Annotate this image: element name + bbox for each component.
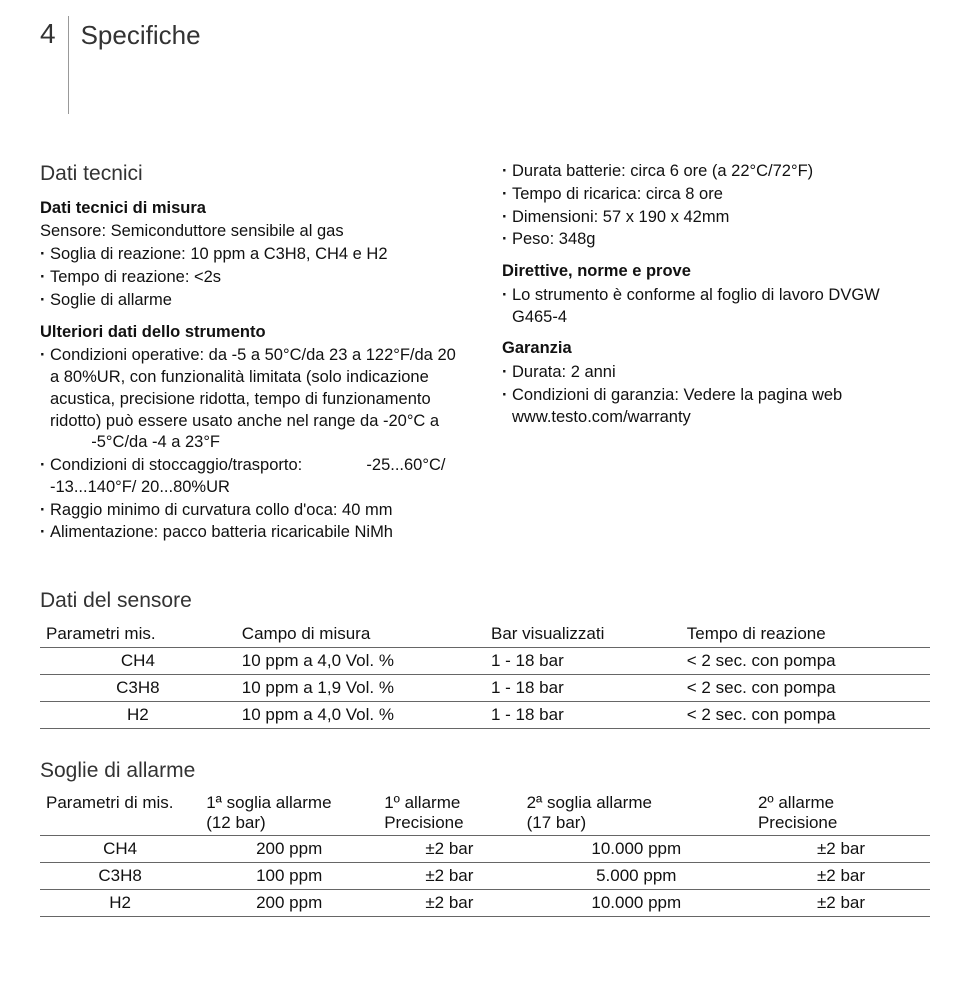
cell: 1 - 18 bar (485, 702, 681, 729)
bullet-dvgw: Lo strumento è conforme al foglio di lav… (502, 285, 930, 329)
sensor-line: Sensore: Semiconduttore sensibile al gas (40, 221, 468, 243)
bullet-garanzia-durata: Durata: 2 anni (502, 362, 930, 384)
th-l2: (17 bar) (527, 813, 587, 832)
bullet-soglia-reazione: Soglia di reazione: 10 ppm a C3H8, CH4 e… (40, 244, 468, 266)
cell: C3H8 (40, 863, 200, 890)
table-row: H2 200 ppm ±2 bar 10.000 ppm ±2 bar (40, 890, 930, 917)
th-2a-soglia: 2ª soglia allarme (17 bar) (521, 791, 752, 836)
cell: 10 ppm a 1,9 Vol. % (236, 675, 485, 702)
cell: 5.000 ppm (521, 863, 752, 890)
cell: CH4 (40, 648, 236, 675)
cell: C3H8 (40, 675, 236, 702)
sensor-table: Parametri mis. Campo di misura Bar visua… (40, 621, 930, 729)
bullet-dimensioni: Dimensioni: 57 x 190 x 42mm (502, 207, 930, 229)
bullet-durata-batterie: Durata batterie: circa 6 ore (a 22°C/72°… (502, 161, 930, 183)
cell: ±2 bar (378, 836, 520, 863)
cell: 1 - 18 bar (485, 648, 681, 675)
table-row: C3H8 100 ppm ±2 bar 5.000 ppm ±2 bar (40, 863, 930, 890)
table-row: CH4 10 ppm a 4,0 Vol. % 1 - 18 bar < 2 s… (40, 648, 930, 675)
page-header: 4 Specifiche (40, 20, 930, 114)
cell: 200 ppm (200, 836, 378, 863)
th-tempo: Tempo di reazione (681, 621, 930, 648)
th-l2: Precisione (384, 813, 463, 832)
cell: ±2 bar (378, 890, 520, 917)
th-1o-allarme: 1º allarme Precisione (378, 791, 520, 836)
cell: < 2 sec. con pompa (681, 648, 930, 675)
cell: H2 (40, 890, 200, 917)
th-l1: 2º allarme (758, 793, 834, 812)
th-l1: 2ª soglia allarme (527, 793, 652, 812)
cell: ±2 bar (752, 890, 930, 917)
th-l1: 1ª soglia allarme (206, 793, 331, 812)
cell: 10 ppm a 4,0 Vol. % (236, 648, 485, 675)
th-param-mis: Parametri di mis. (40, 791, 200, 836)
cell: 10.000 ppm (521, 890, 752, 917)
cell: 10 ppm a 4,0 Vol. % (236, 702, 485, 729)
section-title: Specifiche (81, 22, 201, 48)
cell: < 2 sec. con pompa (681, 675, 930, 702)
cell: H2 (40, 702, 236, 729)
th-bar: Bar visualizzati (485, 621, 681, 648)
dati-tecnici-heading: Dati tecnici (40, 160, 468, 188)
bullet-raggio-curvatura: Raggio minimo di curvatura collo d'oca: … (40, 500, 468, 522)
th-l1: Parametri di mis. (46, 793, 174, 812)
cell: 1 - 18 bar (485, 675, 681, 702)
cell: 200 ppm (200, 890, 378, 917)
th-param: Parametri mis. (40, 621, 236, 648)
misura-header: Dati tecnici di misura (40, 198, 468, 220)
th-l1: 1º allarme (384, 793, 460, 812)
cell: 10.000 ppm (521, 836, 752, 863)
bullet-garanzia-condizioni: Condizioni di garanzia: Vedere la pagina… (502, 385, 930, 429)
cell: CH4 (40, 836, 200, 863)
bullet-condizioni-operative: Condizioni operative: da -5 a 50°C/da 23… (40, 345, 468, 454)
bullet-tempo-reazione: Tempo di reazione: <2s (40, 267, 468, 289)
cell: ±2 bar (752, 863, 930, 890)
right-column: Durata batterie: circa 6 ore (a 22°C/72°… (502, 160, 930, 545)
th-l2: Precisione (758, 813, 837, 832)
cell: ±2 bar (752, 836, 930, 863)
cell: < 2 sec. con pompa (681, 702, 930, 729)
table-row: CH4 200 ppm ±2 bar 10.000 ppm ±2 bar (40, 836, 930, 863)
two-column-body: Dati tecnici Dati tecnici di misura Sens… (40, 160, 930, 545)
soglie-allarme-heading: Soglie di allarme (40, 759, 930, 783)
vertical-rule (68, 16, 69, 114)
bullet-peso: Peso: 348g (502, 229, 930, 251)
dati-sensore-heading: Dati del sensore (40, 589, 930, 613)
table-row: C3H8 10 ppm a 1,9 Vol. % 1 - 18 bar < 2 … (40, 675, 930, 702)
cell: ±2 bar (378, 863, 520, 890)
alarm-table: Parametri di mis. 1ª soglia allarme (12 … (40, 791, 930, 917)
th-l2: (12 bar) (206, 813, 266, 832)
direttive-header: Direttive, norme e prove (502, 261, 930, 283)
cell: 100 ppm (200, 863, 378, 890)
page-number: 4 (40, 20, 56, 48)
th-campo: Campo di misura (236, 621, 485, 648)
th-2o-allarme: 2º allarme Precisione (752, 791, 930, 836)
ulteriori-header: Ulteriori dati dello strumento (40, 322, 468, 344)
garanzia-header: Garanzia (502, 338, 930, 360)
bullet-alimentazione: Alimentazione: pacco batteria ricaricabi… (40, 522, 468, 544)
bullet-soglie-allarme: Soglie di allarme (40, 290, 468, 312)
bullet-tempo-ricarica: Tempo di ricarica: circa 8 ore (502, 184, 930, 206)
table-row: H2 10 ppm a 4,0 Vol. % 1 - 18 bar < 2 se… (40, 702, 930, 729)
th-1a-soglia: 1ª soglia allarme (12 bar) (200, 791, 378, 836)
bullet-condizioni-stoccaggio: Condizioni di stoccaggio/trasporto: -25.… (40, 455, 468, 499)
left-column: Dati tecnici Dati tecnici di misura Sens… (40, 160, 468, 545)
